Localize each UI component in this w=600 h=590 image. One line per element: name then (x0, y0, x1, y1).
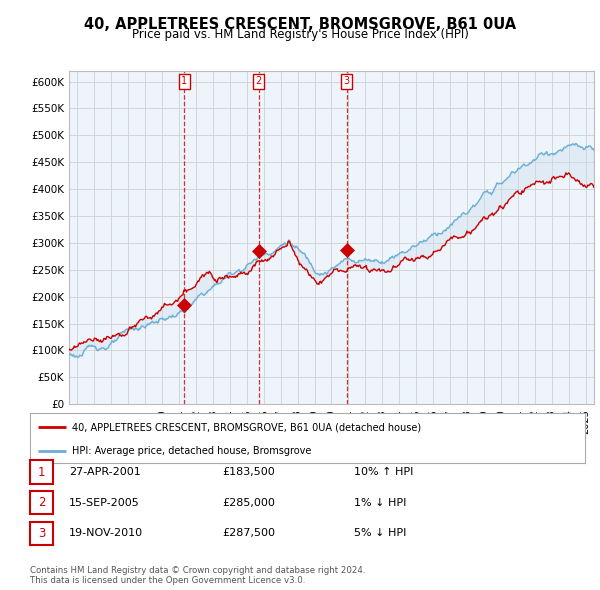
Text: 3: 3 (38, 527, 45, 540)
Text: Price paid vs. HM Land Registry's House Price Index (HPI): Price paid vs. HM Land Registry's House … (131, 28, 469, 41)
Text: 15-SEP-2005: 15-SEP-2005 (69, 498, 140, 507)
Text: £183,500: £183,500 (222, 467, 275, 477)
Text: £285,000: £285,000 (222, 498, 275, 507)
Text: 1: 1 (38, 466, 45, 478)
Text: 1% ↓ HPI: 1% ↓ HPI (354, 498, 406, 507)
Text: Contains HM Land Registry data © Crown copyright and database right 2024.
This d: Contains HM Land Registry data © Crown c… (30, 566, 365, 585)
Text: 40, APPLETREES CRESCENT, BROMSGROVE, B61 0UA (detached house): 40, APPLETREES CRESCENT, BROMSGROVE, B61… (71, 422, 421, 432)
Text: 5% ↓ HPI: 5% ↓ HPI (354, 529, 406, 538)
Text: 3: 3 (344, 76, 350, 86)
Text: 1: 1 (181, 76, 188, 86)
Text: 40, APPLETREES CRESCENT, BROMSGROVE, B61 0UA: 40, APPLETREES CRESCENT, BROMSGROVE, B61… (84, 17, 516, 31)
Text: 2: 2 (38, 496, 45, 509)
Text: 2: 2 (256, 76, 262, 86)
Text: 19-NOV-2010: 19-NOV-2010 (69, 529, 143, 538)
Text: HPI: Average price, detached house, Bromsgrove: HPI: Average price, detached house, Brom… (71, 445, 311, 455)
Text: 10% ↑ HPI: 10% ↑ HPI (354, 467, 413, 477)
Text: 27-APR-2001: 27-APR-2001 (69, 467, 141, 477)
Text: £287,500: £287,500 (222, 529, 275, 538)
